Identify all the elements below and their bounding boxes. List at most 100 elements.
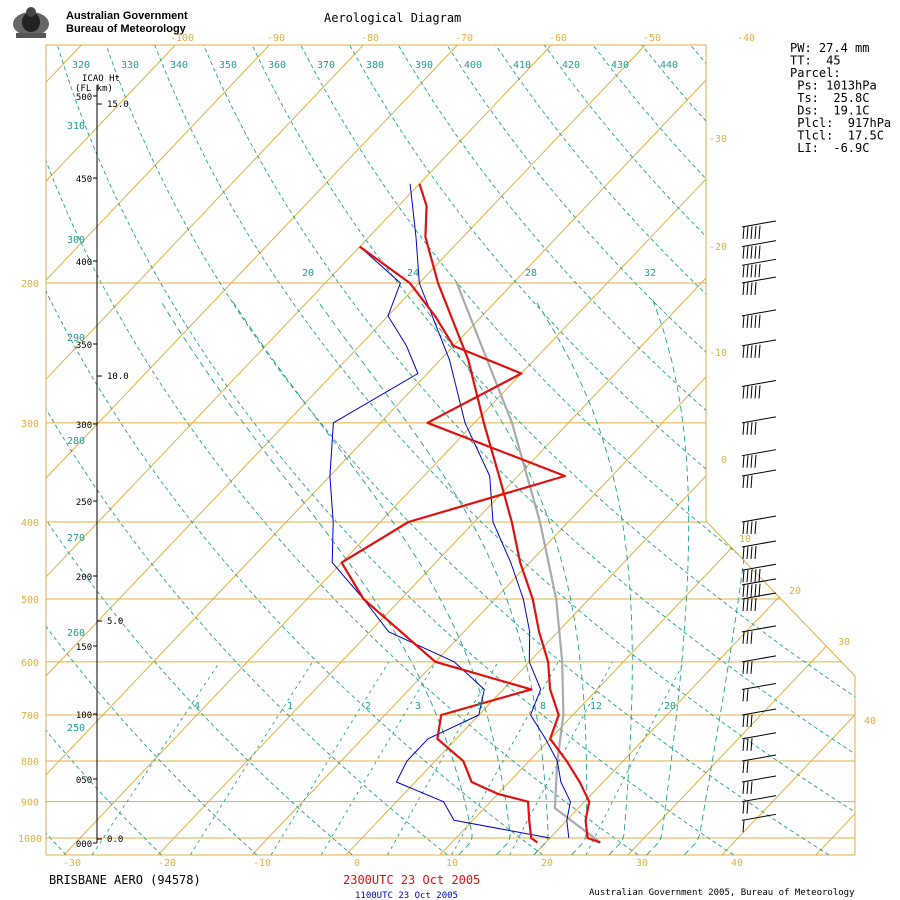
theta-label: 370 [317,60,335,71]
stats-line: Ds: 19.1C [790,104,869,118]
mixing-ratio-line [190,661,313,855]
wind-barb-shaft [741,449,777,457]
thermo-grid [46,45,855,855]
wind-barb-feather [742,781,745,794]
mixing-ratio-line [387,661,499,855]
moist-adiabat-line [316,299,549,855]
wind-barb-shaft [741,754,777,762]
wind-barb-feather [746,475,749,489]
mixing-ratio-label: .4 [188,701,200,712]
pressure-tick-label: 900 [21,798,39,809]
plot-frame [45,44,856,856]
isotherm-line [533,45,855,855]
wind-barb-feather [754,583,757,597]
wind-barb-feather [754,344,757,358]
dry-adiabat-line [299,45,855,855]
theta-label: 400 [464,60,482,71]
isotherm-line [46,45,459,855]
wind-barb-feather [746,226,749,239]
wind-barb-feather [754,521,757,535]
isotherm-line [46,45,553,855]
wind-barb-feather [746,546,749,560]
wind-barb-feather [742,265,745,278]
wind-barb-feather [746,264,749,278]
isotherm-line [46,45,741,855]
dry-adiabat-line [445,45,855,855]
mixing-ratio-line [91,661,221,855]
wind-barb-feather [746,714,749,728]
station-label: BRISBANE AERO (94578) [49,873,201,887]
isotherm-line [439,45,855,855]
stats-line: PW: 27.4 mm [790,41,869,55]
mixing-ratio-label: 3 [415,701,421,712]
dry-adiabat-line [46,45,353,855]
pressure-tick-label: 800 [21,757,39,768]
km-tick-label: 0.0 [107,835,123,845]
dry-adiabat-line [46,45,162,855]
wind-barb-feather [758,264,761,278]
theta-left-label: 260 [67,628,85,639]
mixing-ratio-label: 5 [477,701,483,712]
wind-barb-feather [746,781,749,794]
theta-label: 390 [415,60,433,71]
x-tick-label: -30 [63,858,81,869]
theta-left-label: 300 [67,235,85,246]
fl-tick-label: 150 [76,643,92,653]
pressure-tick-label: 300 [21,419,39,430]
parcel-path-line [455,282,601,844]
fl-tick-label: 300 [76,421,92,431]
fl-tick-label: 200 [76,573,92,583]
pressure-tick-label: 200 [21,279,39,290]
wind-barb-feather [750,385,753,399]
wind-barb-feather [742,761,745,774]
wind-barb-feather [754,546,757,560]
top-isotherm-label: -100 [170,33,194,44]
wind-barb-feather [746,738,749,751]
wind-barb-feather [750,521,753,535]
wind-barb-feather [750,264,753,278]
wind-barb-feather [746,246,749,259]
wind-barb-feather [758,568,761,583]
wind-barb-feather [750,422,753,435]
wind-barb-feather [750,226,753,239]
wind-barb-feather [746,801,749,814]
wind-barb-feather [750,315,753,328]
wind-barb-feather [742,226,745,239]
wind-barb-shaft [741,625,777,633]
wind-barb-feather [742,714,745,728]
axis-labels: -30 -20 -10 0 10 20 30 402003004005006007008009… [18,33,876,869]
wind-barb-shaft [741,379,777,387]
fl-tick-label: 400 [76,258,92,268]
stats-line: Parcel: [790,66,841,80]
wind-barb-feather [742,455,745,468]
wind-barb-feather [754,282,757,296]
stats-line: Ps: 1013hPa [790,79,877,93]
moist-adiabat-line [231,299,511,855]
stats-line: LI: -6.9C [790,141,869,155]
wind-barb-feather [754,385,757,399]
dry-adiabat-line [153,45,855,855]
mixing-ratio-line [451,661,559,855]
wind-barb-shaft [741,813,777,821]
wind-barb-feather [742,584,745,597]
wind-barb-feather [746,689,749,702]
wind-barb-feather [746,661,749,674]
stats-line: Plcl: 917hPa [790,116,891,130]
wind-barb-feather [750,781,753,794]
dry-adiabat-line [56,45,734,855]
theta-label: 320 [72,60,90,71]
right-isotherm-label: 30 [838,637,850,648]
wind-barb-feather [746,386,749,399]
x-tick-label: 10 [446,858,458,869]
wind-barb-feather [750,631,753,644]
theta-label: 410 [513,60,531,71]
wind-barb-feather [746,631,749,644]
km-tick-label: 10.0 [107,372,129,382]
primary-run-label: 2300UTC 23 Oct 2005 [343,873,480,887]
wind-barb-feather [750,661,753,674]
fl-tick-label: 000 [76,840,92,850]
dry-adiabat-line [543,45,855,855]
wind-barb-feather [750,714,753,728]
secondary-dewpoint-line [329,246,551,839]
wind-barb-feather [746,569,749,583]
